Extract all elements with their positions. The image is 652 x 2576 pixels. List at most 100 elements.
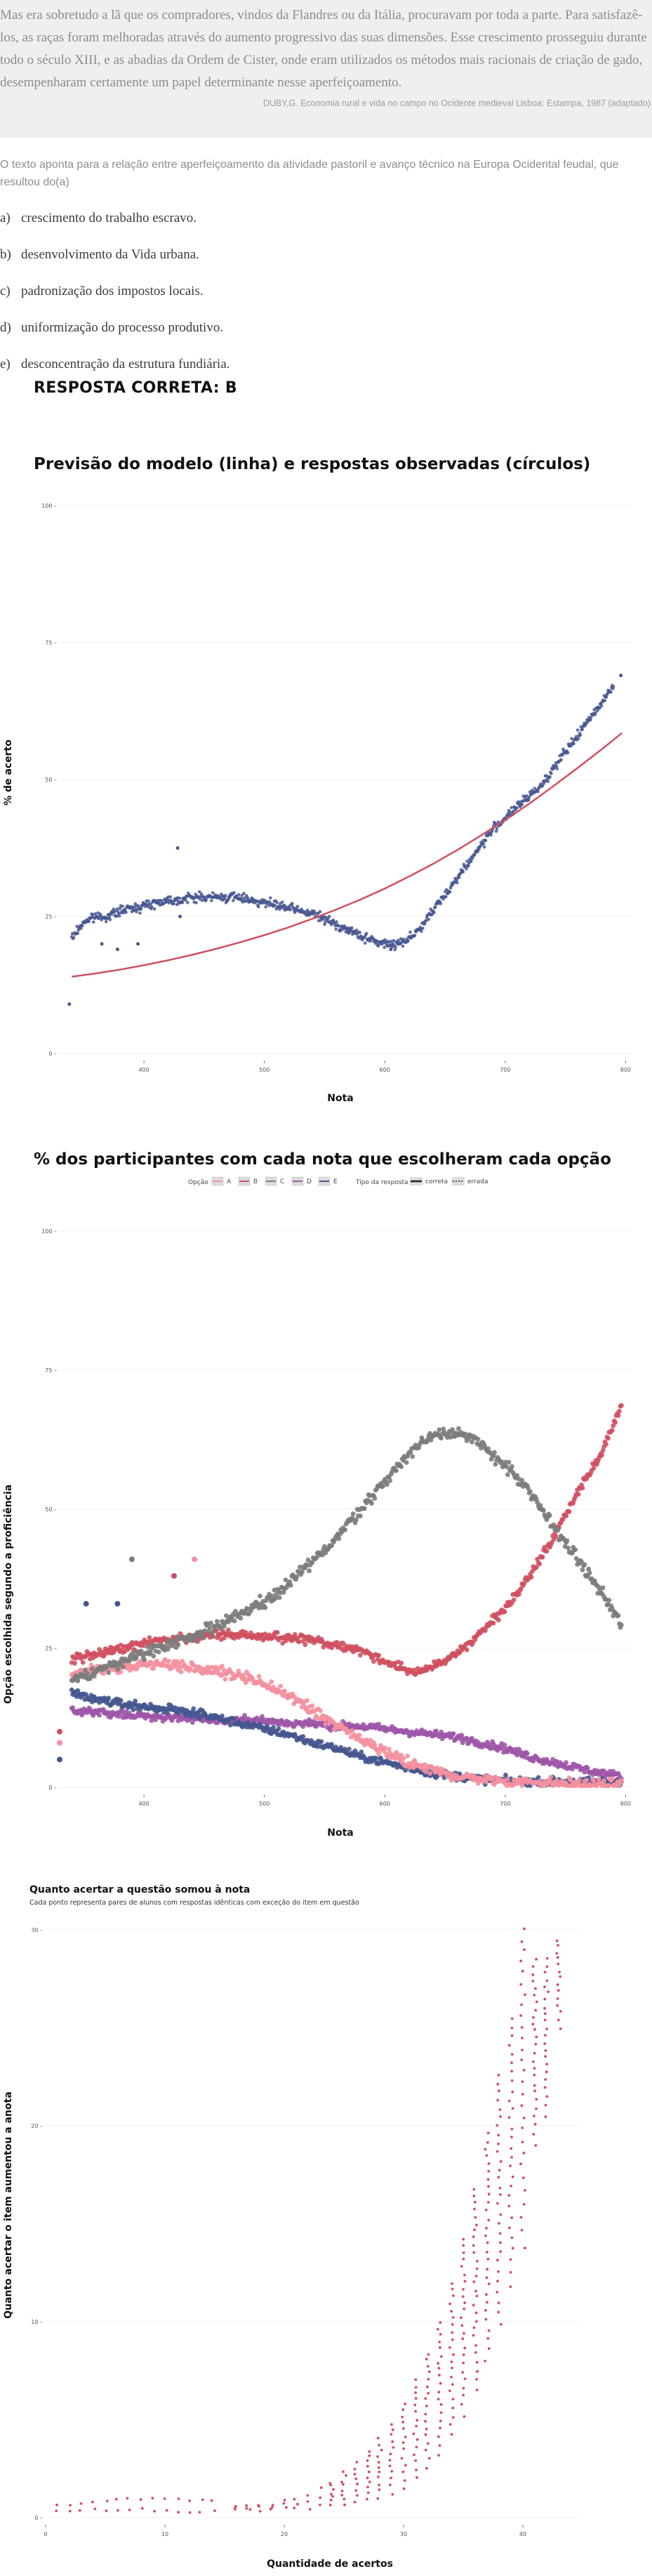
option-c[interactable]: c) padronização dos impostos locais. bbox=[0, 284, 204, 299]
option-E-point bbox=[118, 1698, 124, 1703]
gain-point bbox=[547, 1990, 550, 1993]
option-B-point bbox=[511, 1597, 517, 1603]
option-C-point bbox=[493, 1461, 498, 1467]
option-B-point bbox=[491, 1620, 496, 1626]
gain-point bbox=[401, 2441, 405, 2444]
observed-point bbox=[572, 742, 576, 746]
gain-point bbox=[544, 2049, 547, 2052]
observed-point bbox=[421, 926, 425, 931]
gain-point bbox=[414, 2397, 418, 2400]
option-D-point bbox=[582, 1770, 587, 1775]
gain-point bbox=[510, 2184, 513, 2188]
option-C-point bbox=[528, 1489, 533, 1494]
gain-point bbox=[451, 2383, 454, 2386]
gain-point bbox=[484, 2208, 488, 2212]
observed-point bbox=[245, 894, 248, 898]
gain-point bbox=[438, 2444, 441, 2447]
observed-point bbox=[576, 728, 580, 732]
option-e[interactable]: e) desconcentração da estrutura fundiária… bbox=[0, 357, 230, 372]
option-C-point bbox=[75, 1678, 81, 1683]
option-a[interactable]: a) crescimento do trabalho escravo. bbox=[0, 211, 197, 226]
observed-point bbox=[194, 893, 197, 896]
series-points bbox=[57, 1402, 624, 1788]
gain-point bbox=[533, 1994, 536, 1997]
gain-point bbox=[451, 2316, 455, 2319]
gain-point bbox=[353, 2500, 357, 2504]
gain-point bbox=[486, 2241, 489, 2245]
gain-point bbox=[461, 2295, 465, 2298]
gain-point bbox=[484, 2318, 488, 2321]
gain-point bbox=[437, 2391, 441, 2394]
observed-point bbox=[186, 900, 189, 905]
observed-point bbox=[147, 899, 150, 903]
option-A-point bbox=[180, 1659, 185, 1664]
option-A-point bbox=[101, 1671, 106, 1676]
observed-point bbox=[117, 914, 121, 918]
axis-ticks: 0 – 25 – 50 – 75 – 100 – 400 500 600 700 800 bbox=[41, 503, 631, 1073]
gain-point bbox=[439, 2381, 442, 2385]
gain-point bbox=[499, 2213, 503, 2216]
option-C-point bbox=[551, 1522, 557, 1527]
gain-point bbox=[377, 2476, 380, 2478]
gain-point bbox=[510, 2127, 514, 2131]
x-tick-label: 700 bbox=[500, 1067, 510, 1073]
observed-point bbox=[455, 881, 459, 885]
gain-point bbox=[474, 2351, 477, 2354]
option-C-point bbox=[399, 1464, 404, 1469]
option-A-point bbox=[505, 1777, 510, 1782]
gain-point bbox=[437, 2454, 440, 2457]
gain-point bbox=[486, 2251, 488, 2254]
option-A-point bbox=[606, 1783, 612, 1788]
gain-point bbox=[487, 2201, 490, 2204]
option-B-point bbox=[544, 1549, 550, 1554]
option-B-point bbox=[302, 1642, 308, 1648]
gain-point bbox=[522, 2116, 526, 2120]
option-E-point bbox=[114, 1601, 121, 1607]
observed-point bbox=[433, 905, 437, 909]
observed-point bbox=[546, 780, 550, 783]
observed-point bbox=[108, 918, 112, 921]
gain-point bbox=[507, 2044, 511, 2047]
gain-point bbox=[531, 2023, 535, 2026]
option-text: padronização dos impostos locais. bbox=[21, 284, 204, 298]
gain-point bbox=[544, 2103, 547, 2107]
gain-point bbox=[201, 2498, 204, 2502]
gain-point bbox=[462, 2353, 465, 2356]
observed-point bbox=[599, 704, 604, 708]
gain-point bbox=[376, 2497, 380, 2500]
gain-point bbox=[451, 2366, 453, 2370]
gain-point bbox=[437, 2398, 440, 2400]
gain-point bbox=[463, 2273, 466, 2277]
gain-point bbox=[425, 2466, 428, 2470]
gain-point bbox=[177, 2511, 180, 2514]
gain-point bbox=[354, 2489, 357, 2492]
gain-point bbox=[451, 2287, 454, 2291]
gain-point bbox=[463, 2332, 465, 2335]
option-C-point bbox=[361, 1506, 367, 1511]
option-d[interactable]: d) uniformização do processo produtivo. bbox=[0, 320, 223, 336]
observed-point bbox=[200, 898, 204, 902]
gain-point bbox=[484, 2234, 487, 2237]
gain-point bbox=[498, 2222, 500, 2225]
option-text: crescimento do trabalho escravo. bbox=[21, 211, 197, 225]
option-A-point bbox=[401, 1756, 406, 1761]
observed-point bbox=[115, 914, 119, 918]
observed-point bbox=[619, 673, 623, 678]
gain-point bbox=[414, 2459, 418, 2462]
gain-point bbox=[401, 2421, 405, 2424]
option-letter: c) bbox=[0, 284, 11, 298]
option-C-point bbox=[214, 1619, 220, 1624]
option-text: desconcentração da estrutura fundiária. bbox=[21, 357, 230, 372]
option-C-point bbox=[128, 1556, 135, 1563]
option-C-point bbox=[394, 1468, 399, 1473]
gain-point bbox=[461, 2371, 465, 2374]
gain-point bbox=[545, 2070, 548, 2074]
option-b[interactable]: b) desenvolvimento da Vida urbana. bbox=[0, 247, 199, 263]
observed-point bbox=[107, 915, 112, 919]
observed-point bbox=[495, 827, 499, 830]
gain-point bbox=[415, 2419, 419, 2422]
observed-point bbox=[347, 931, 351, 935]
observed-point bbox=[257, 905, 260, 909]
gain-point bbox=[415, 2476, 418, 2479]
gain-point bbox=[329, 2498, 333, 2502]
